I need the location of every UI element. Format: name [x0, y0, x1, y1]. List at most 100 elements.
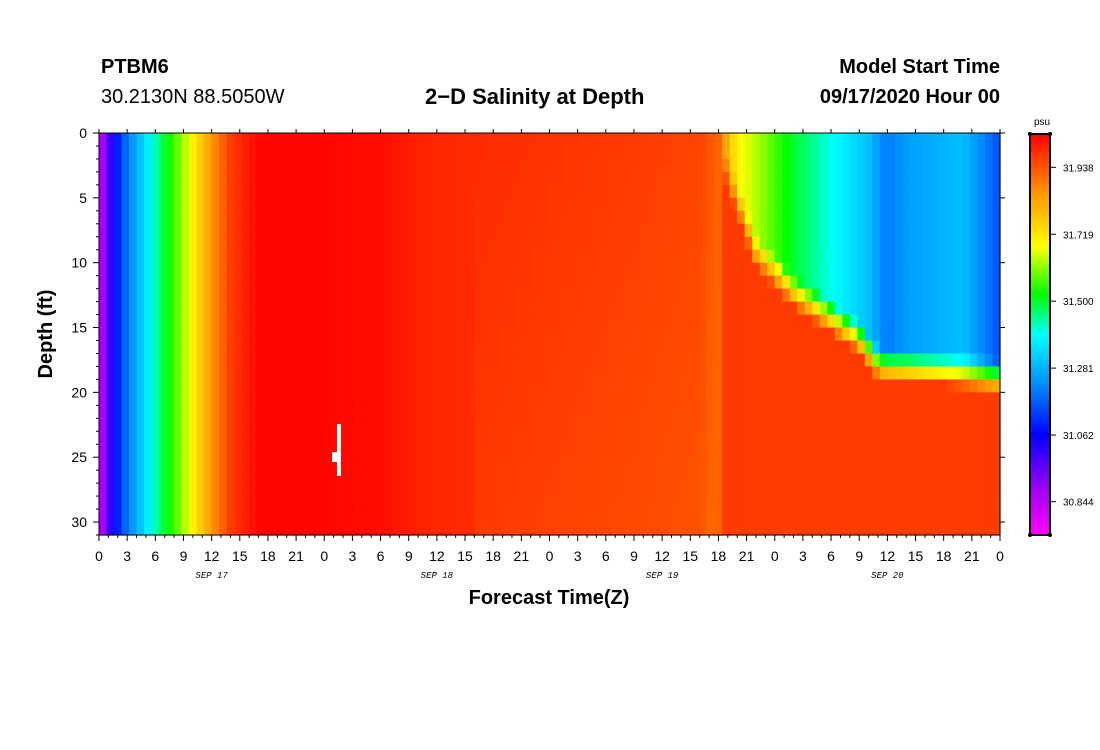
- heatmap-cell: [204, 249, 213, 264]
- heatmap-cell: [279, 340, 288, 355]
- heatmap-cell: [557, 483, 566, 497]
- heatmap-cell: [677, 249, 686, 264]
- heatmap-cell: [557, 431, 566, 445]
- heatmap-cell: [557, 496, 566, 510]
- heatmap-cell: [984, 366, 994, 380]
- heatmap-cell: [174, 392, 183, 406]
- heatmap-cell: [954, 223, 964, 238]
- heatmap-cell: [399, 379, 408, 393]
- heatmap-cell: [99, 431, 108, 445]
- heatmap-cell: [309, 366, 318, 380]
- heatmap-cell: [249, 509, 258, 523]
- heatmap-cell: [264, 509, 273, 523]
- heatmap-cell: [594, 301, 603, 316]
- heatmap-cell: [872, 197, 881, 212]
- heatmap-cell: [294, 379, 303, 393]
- heatmap-cell: [774, 210, 783, 225]
- heatmap-cell: [624, 171, 633, 186]
- heatmap-cell: [692, 418, 701, 432]
- heatmap-cell: [632, 457, 641, 471]
- heatmap-cell: [864, 457, 873, 471]
- heatmap-cell: [114, 392, 123, 406]
- heatmap-cell: [827, 301, 836, 316]
- heatmap-cell: [572, 223, 581, 238]
- heatmap-cell: [136, 158, 145, 173]
- heatmap-cell: [526, 262, 536, 277]
- heatmap-cell: [541, 210, 551, 225]
- heatmap-cell: [984, 197, 994, 212]
- heatmap-cell: [887, 133, 896, 147]
- x-tick-label: 21: [964, 548, 980, 564]
- heatmap-cell: [587, 431, 596, 445]
- heatmap-cell: [857, 314, 866, 329]
- heatmap-cell: [647, 496, 656, 510]
- heatmap-cell: [511, 197, 521, 212]
- heatmap-cell: [159, 418, 168, 432]
- heatmap-cell: [384, 522, 393, 536]
- heatmap-cell: [114, 184, 123, 199]
- heatmap-cell: [909, 470, 919, 484]
- heatmap-cell: [947, 288, 956, 303]
- heatmap-cell: [782, 457, 791, 471]
- heatmap-cell: [361, 133, 370, 147]
- heatmap-cell: [909, 392, 919, 406]
- heatmap-cell: [331, 327, 340, 342]
- heatmap-cell: [271, 444, 280, 458]
- y-tick-label: 5: [79, 190, 87, 206]
- heatmap-cell: [496, 210, 506, 225]
- heatmap-cell: [789, 470, 798, 484]
- heatmap-cell: [151, 145, 160, 160]
- heatmap-cell: [864, 133, 873, 147]
- heatmap-cell: [136, 457, 145, 471]
- heatmap-cell: [632, 184, 641, 199]
- heatmap-cell: [279, 275, 288, 290]
- heatmap-cell: [114, 288, 123, 303]
- heatmap-cell: [271, 133, 280, 147]
- heatmap-cell: [932, 249, 941, 264]
- heatmap-cell: [466, 431, 476, 445]
- heatmap-cell: [729, 470, 738, 484]
- heatmap-cell: [767, 210, 776, 225]
- heatmap-cell: [669, 431, 678, 445]
- heatmap-cell: [519, 262, 528, 277]
- heatmap-cell: [384, 133, 393, 147]
- heatmap-cell: [414, 483, 423, 497]
- heatmap-cell: [744, 301, 753, 316]
- heatmap-cell: [587, 288, 596, 303]
- heatmap-cell: [376, 133, 385, 147]
- heatmap-cell: [136, 133, 145, 147]
- heatmap-cell: [114, 223, 123, 238]
- heatmap-cell: [144, 197, 153, 212]
- heatmap-cell: [99, 444, 108, 458]
- heatmap-cell: [294, 197, 303, 212]
- heatmap-cell: [496, 288, 506, 303]
- heatmap-cell: [204, 522, 213, 536]
- heatmap-cell: [481, 522, 491, 536]
- heatmap-cell: [534, 509, 543, 523]
- heatmap-cell: [894, 470, 903, 484]
- heatmap-cell: [466, 392, 476, 406]
- heatmap-cell: [504, 171, 513, 186]
- heatmap-cell: [759, 184, 768, 199]
- heatmap-cell: [526, 457, 536, 471]
- heatmap-cell: [361, 366, 370, 380]
- heatmap-cell: [249, 496, 258, 510]
- heatmap-cell: [699, 223, 708, 238]
- heatmap-cell: [376, 171, 385, 186]
- heatmap-cell: [992, 340, 1001, 355]
- heatmap-cell: [947, 210, 956, 225]
- heatmap-cell: [834, 133, 843, 147]
- heatmap-cell: [144, 184, 153, 199]
- heatmap-cell: [864, 340, 873, 355]
- heatmap-cell: [144, 522, 153, 536]
- heatmap-cell: [219, 262, 228, 277]
- heatmap-cell: [602, 236, 611, 251]
- heatmap-cell: [857, 418, 866, 432]
- heatmap-cell: [549, 197, 558, 212]
- heatmap-cell: [804, 509, 813, 523]
- heatmap-cell: [286, 431, 295, 445]
- heatmap-cell: [624, 249, 633, 264]
- heatmap-cell: [106, 249, 115, 264]
- heatmap-cell: [181, 379, 190, 393]
- heatmap-cell: [872, 418, 881, 432]
